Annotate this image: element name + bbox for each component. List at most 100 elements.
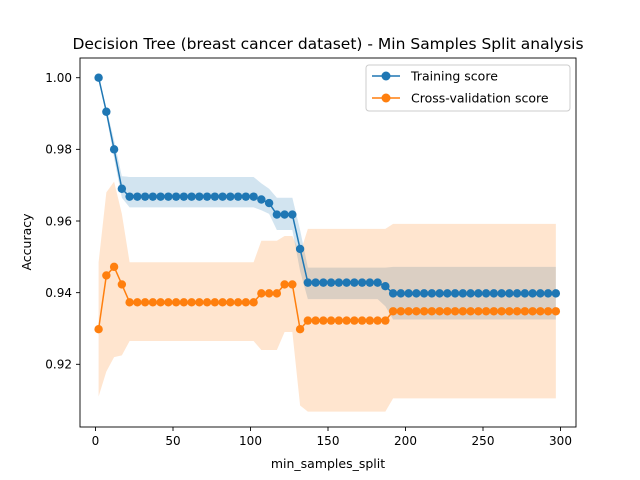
cross-validation-score-point [109, 262, 119, 272]
cross-validation-score-point [164, 298, 173, 307]
cross-validation-score-point [202, 298, 212, 307]
x-axis: 0 50 100 150 200 250 300 [92, 427, 572, 448]
cross-validation-score-point [303, 316, 313, 325]
training-score-point [543, 289, 553, 298]
training-score-point [125, 192, 134, 201]
cross-validation-score-point [117, 280, 127, 289]
training-score-point [249, 192, 258, 201]
x-tick-label: 100 [239, 434, 262, 448]
cross-validation-score-point [350, 316, 359, 325]
training-score-point [342, 278, 351, 287]
cross-validation-score-point [125, 298, 134, 307]
training-score-point [109, 145, 119, 154]
x-tick-label: 200 [394, 434, 417, 448]
cross-validation-score-point [288, 280, 297, 289]
training-score-point [187, 192, 196, 201]
y-tick-label: 0.98 [45, 143, 72, 157]
x-axis-label: min_samples_split [271, 456, 385, 471]
cross-validation-score-point [102, 271, 111, 280]
cross-validation-score-point [536, 307, 545, 316]
training-score-point [295, 244, 305, 254]
training-score-point [233, 192, 243, 201]
cross-validation-score-point [427, 307, 437, 316]
training-score-point [94, 73, 103, 82]
legend-box [365, 64, 571, 112]
cross-validation-score-point [466, 307, 475, 316]
training-score-point [435, 289, 444, 298]
training-score-point [388, 289, 398, 298]
cross-validation-score-point [241, 298, 251, 307]
training-score-point [210, 192, 220, 201]
cross-validation-score-point [233, 298, 243, 307]
cross-validation-score-point [148, 298, 158, 307]
training-score-point [264, 198, 274, 208]
cross-validation-score-point [357, 316, 367, 325]
training-score-point [303, 278, 313, 287]
cross-validation-score-point [373, 316, 382, 325]
cross-validation-score-point [443, 307, 452, 316]
cross-validation-score-point [365, 316, 375, 325]
training-score-point [357, 278, 367, 287]
cross-validation-score-point [334, 316, 344, 325]
training-score-point [202, 192, 212, 201]
cross-validation-score-point [156, 298, 165, 307]
training-score-point [241, 192, 251, 201]
training-score-point [505, 289, 514, 298]
training-score-point [171, 192, 181, 201]
cross-validation-score-point [388, 307, 398, 316]
x-tick-label: 150 [317, 434, 340, 448]
training-score-point [148, 192, 158, 201]
cross-validation-score-point [264, 289, 274, 298]
cross-validation-score-point [381, 316, 390, 325]
cross-validation-score-point [419, 307, 429, 316]
training-score-point [536, 289, 545, 298]
training-score-point [102, 107, 111, 116]
x-tick-label: 0 [92, 434, 100, 448]
training-score-point [334, 278, 344, 287]
cross-validation-score-point [257, 289, 266, 298]
x-tick-label: 50 [165, 434, 180, 448]
y-tick-label: 0.94 [45, 286, 72, 300]
training-score-point [133, 192, 142, 201]
cross-validation-score-point [280, 280, 289, 289]
training-score-point [365, 278, 375, 287]
cross-validation-score-point [404, 307, 413, 316]
chart-title: Decision Tree (breast cancer dataset) - … [72, 35, 583, 53]
training-score-point [288, 210, 297, 219]
legend-marker-cross-validation [381, 93, 391, 103]
training-score-point [156, 192, 165, 201]
cross-validation-score-point [226, 298, 235, 307]
cross-validation-score-point [497, 307, 506, 316]
legend-label-training: Training score [410, 69, 498, 84]
training-score-point [373, 278, 382, 287]
training-score-point [497, 289, 506, 298]
training-score-point [404, 289, 413, 298]
legend: Training score Cross-validation score [365, 64, 571, 112]
cross-validation-score-point [187, 298, 196, 307]
training-score-point [396, 289, 406, 298]
cross-validation-score-point [133, 298, 142, 307]
training-score-point [481, 289, 491, 298]
plot-area [94, 73, 561, 412]
cross-validation-score-point [520, 307, 530, 316]
training-score-point [226, 192, 235, 201]
training-score-point [326, 278, 336, 287]
cross-validation-score-point [458, 307, 468, 316]
cross-validation-score-point [551, 307, 561, 316]
y-tick-label: 1.00 [45, 71, 72, 85]
training-score-point [195, 192, 204, 201]
cross-validation-score-point [326, 316, 336, 325]
training-score-point [551, 289, 561, 298]
x-tick-label: 300 [549, 434, 572, 448]
cross-validation-score-band [98, 181, 556, 412]
training-score-point [458, 289, 468, 298]
training-score-point [489, 289, 499, 298]
y-tick-label: 0.96 [45, 214, 72, 228]
cross-validation-score-point [311, 316, 320, 325]
training-score-point [140, 192, 150, 201]
training-score-point [443, 289, 452, 298]
cross-validation-score-point [319, 316, 328, 325]
training-score-point [427, 289, 437, 298]
cross-validation-score-point [210, 298, 220, 307]
